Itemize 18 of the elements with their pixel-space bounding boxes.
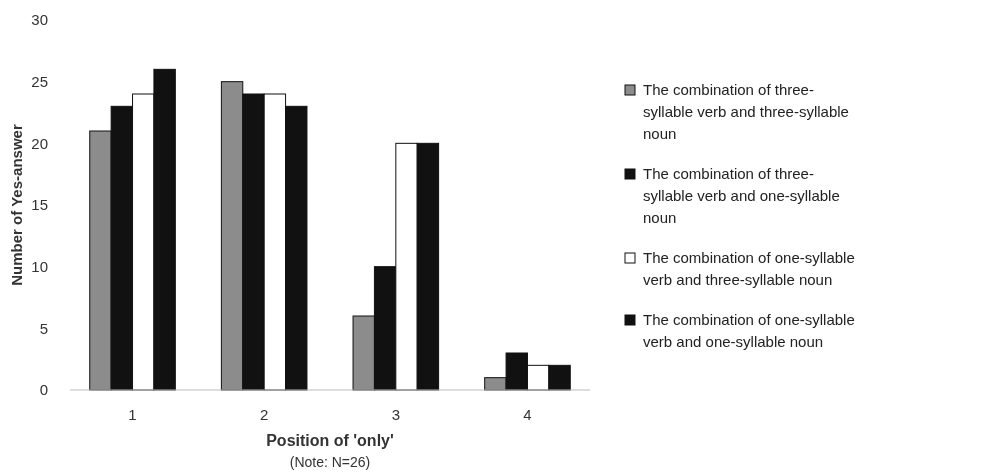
legend-label: The combination of three-syllable verb and three-syllable noun [643, 81, 849, 142]
x-tick-label: 4 [523, 406, 532, 423]
y-tick-label: 20 [31, 134, 48, 152]
y-tick-label: 5 [39, 319, 48, 337]
y-axis-title: Number of Yes-answer [8, 124, 25, 286]
text: (Note: N=26) [289, 454, 371, 470]
x-tick-label: 1 [128, 406, 137, 423]
legend-label: The combination of one-syllable verb and three-syllable noun [643, 249, 855, 288]
y-tick-label: 25 [31, 72, 48, 90]
y-tick-label: 15 [31, 196, 48, 214]
y-tick-label: 10 [31, 257, 48, 275]
x-tick-label: 2 [260, 406, 269, 423]
x-axis-title: Position of 'only' [266, 432, 394, 449]
x-tick-label: 3 [391, 406, 400, 423]
y-tick-label: 30 [31, 11, 48, 29]
legend-label: The combination of one-syllable verb and one-syllable noun [643, 311, 855, 350]
y-tick-label: 0 [39, 381, 48, 399]
legend-label: The combination of three-syllable verb and one-syllable noun [643, 165, 840, 226]
